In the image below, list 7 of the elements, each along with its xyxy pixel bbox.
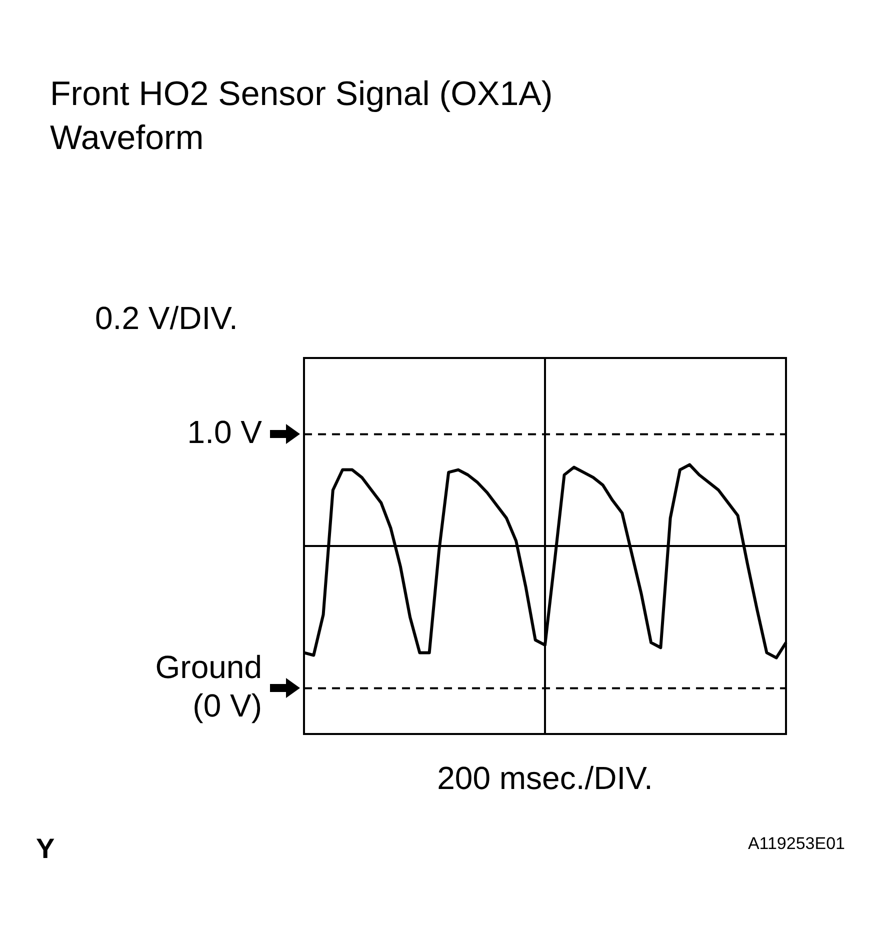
y-axis-title: 0.2 V/DIV.	[95, 300, 238, 337]
text: Y	[36, 833, 55, 865]
x-axis-title: 200 msec./DIV.	[437, 760, 653, 797]
text: A119253E01	[748, 834, 845, 854]
y-tick-label: Ground (0 V)	[155, 648, 262, 724]
y-tick-label: 1.0 V	[187, 414, 263, 450]
chart-title: Front HO2 Sensor Signal (OX1A) Waveform	[50, 74, 553, 159]
